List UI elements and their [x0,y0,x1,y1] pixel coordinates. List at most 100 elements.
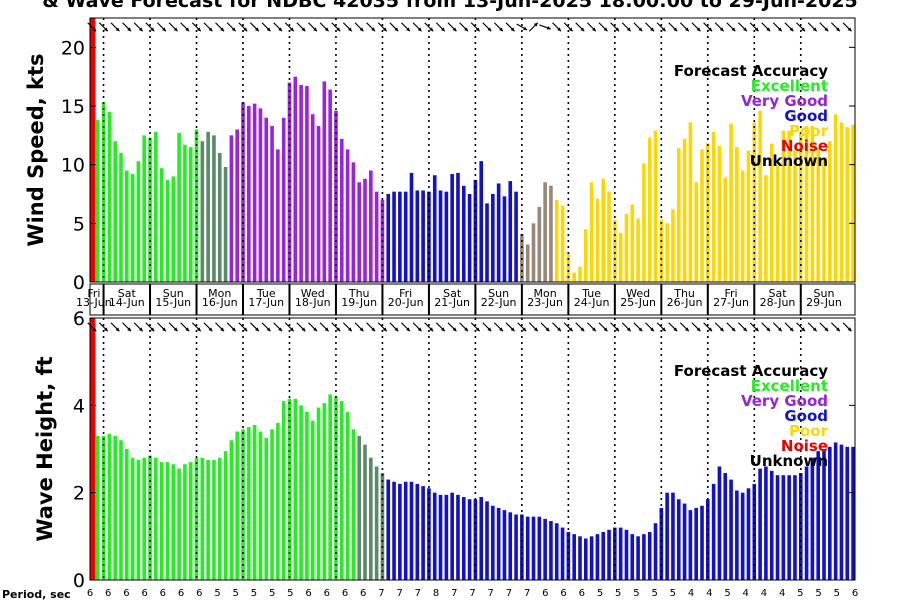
bar [804,125,809,282]
day-weekday: Tue [256,287,276,300]
direction-arrow-head [266,27,271,32]
bar [444,494,449,580]
period-row: Period, sec 6 6 6 6 6 6 6 5 5 5 5 5 6 6 6 6 7 7 7 8 7 7 7 7 7 6 6 6… [2,588,858,600]
bar [374,466,379,580]
day-date: 17-Jun [248,296,284,309]
direction-arrow-head [847,327,852,332]
bar [531,223,536,282]
legend-entry: Very Good [741,392,828,410]
bar [804,466,809,580]
direction-arrow-head [777,327,782,332]
direction-arrow-head [289,27,294,32]
direction-arrow-head [533,22,538,27]
bar [299,84,303,282]
bar [310,114,315,283]
day-weekday: Thu [673,287,695,300]
direction-arrow-head [615,27,620,32]
direction-arrow-head [696,27,701,32]
bar [496,507,501,580]
direction-arrow-head [196,27,201,32]
bar [177,468,181,580]
bar [496,183,501,282]
bar [717,466,722,580]
bar [409,481,414,580]
direction-arrow-head [661,27,666,32]
direction-arrow-head [836,327,840,332]
period-value: 5 [287,588,293,599]
period-value: 6 [560,588,566,599]
bar [752,122,757,283]
bar [630,204,635,282]
bar [659,507,664,580]
bar [113,141,117,282]
direction-arrow-head [185,27,190,32]
bar [363,444,367,580]
bar [334,110,338,282]
direction-arrow-head [127,327,132,332]
bar [252,103,257,283]
bar [136,459,141,580]
bar [398,191,402,282]
legend-entry: Unknown [750,152,828,170]
bar [473,179,478,282]
direction-arrow-head [557,27,561,32]
direction-arrow-head [510,327,515,332]
day-date: 19-Jun [341,296,377,309]
period-value: 6 [305,588,311,599]
bar [537,516,542,580]
legend-entry: Poor [789,122,829,140]
period-value: 5 [670,588,676,599]
bar [409,172,414,282]
bar [392,481,396,580]
bar [769,470,774,580]
bar [566,531,571,580]
direction-arrow-head [150,327,155,332]
direction-arrow-head [731,327,736,332]
bar [328,394,332,580]
bar [845,127,850,283]
legend-title: Forecast Accuracy [674,362,828,380]
now-marker-label: Fri [87,287,100,300]
y-tick-label: 20 [61,37,85,59]
direction-arrow-head [92,27,97,32]
bar [258,431,263,580]
bar [717,145,722,282]
bar [816,148,820,282]
bar [746,150,751,282]
bar [560,205,565,282]
bar [787,130,791,282]
bar [247,427,251,580]
bar [502,196,507,282]
day-weekday: Fri [724,287,737,300]
direction-arrow-head [255,27,259,32]
legend-entry: Excellent [751,77,828,95]
period-value: 6 [123,588,129,599]
bar [125,170,129,282]
bar [444,191,449,282]
legend-entry: Poor [789,422,829,440]
bar [845,446,850,580]
bar [119,152,123,282]
bar [653,523,658,580]
bar [764,466,768,580]
direction-arrow-head [626,327,631,332]
bar [293,76,298,282]
direction-arrow-head [103,27,108,32]
direction-arrow-head [406,27,410,32]
bar [735,490,739,580]
direction-arrow-head [487,27,492,32]
period-value: 4 [761,588,767,599]
bar [810,457,815,580]
period-value: 8 [433,588,439,599]
bar [95,435,100,580]
period-value: 6 [579,588,585,599]
direction-arrow-head [313,27,317,32]
bar [351,429,356,580]
day-weekday: Sat [443,287,462,300]
bar [682,138,687,282]
direction-arrow-head [522,327,527,332]
bar [688,122,693,283]
direction-arrow-head [684,327,689,332]
period-value: 7 [488,588,494,599]
bar [653,130,658,282]
